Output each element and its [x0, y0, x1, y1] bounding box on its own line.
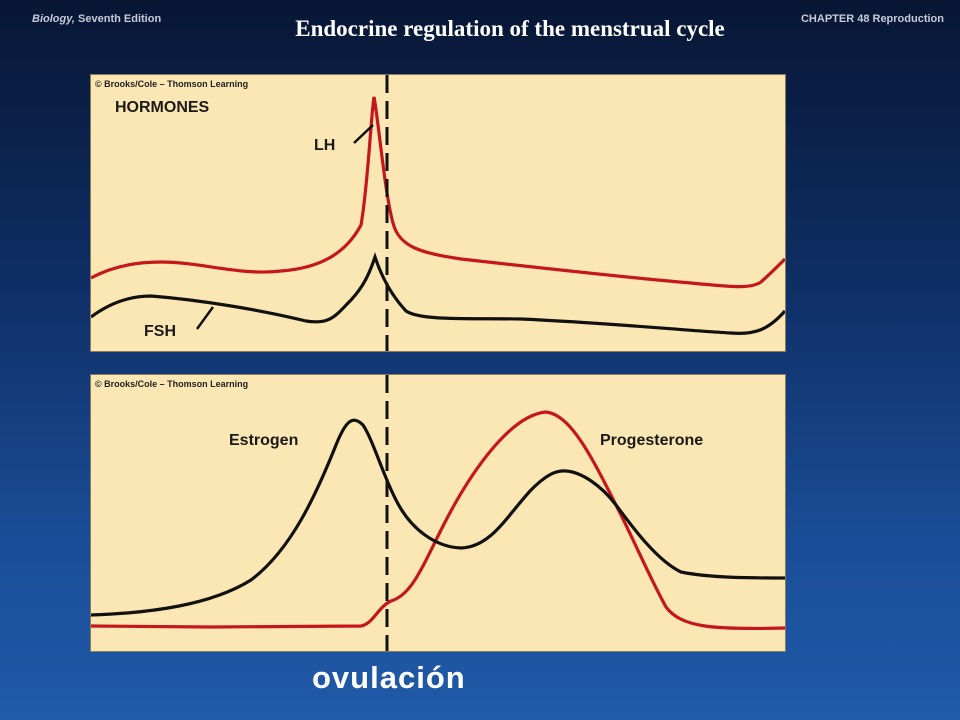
ovarian-hormones-plot: [91, 375, 785, 651]
hormones-panel: © Brooks/Cole – Thomson Learning HORMONE…: [90, 74, 786, 352]
fsh-leader-line: [195, 306, 215, 330]
ovulation-label: ovulación: [312, 660, 466, 695]
top-credit: © Brooks/Cole – Thomson Learning: [95, 79, 249, 89]
ovarian-hormones-panel: © Brooks/Cole – Thomson Learning Estroge…: [90, 374, 786, 652]
fsh-curve: [91, 251, 785, 335]
hormones-heading: HORMONES: [115, 99, 210, 116]
slide-title: Endocrine regulation of the menstrual cy…: [295, 16, 725, 41]
lh-label: LH: [314, 137, 336, 154]
lh-curve: [91, 96, 785, 289]
book-title: Biology, Seventh Edition: [32, 13, 161, 25]
estrogen-label: Estrogen: [229, 432, 299, 449]
progesterone-curve: [91, 410, 785, 631]
estrogen-curve: [91, 418, 785, 617]
fsh-label: FSH: [144, 323, 176, 340]
book-title-rest: Seventh Edition: [74, 13, 162, 25]
hormones-plot: [91, 75, 785, 351]
book-title-italic: Biology,: [32, 13, 75, 25]
bottom-credit: © Brooks/Cole – Thomson Learning: [95, 379, 249, 389]
lh-leader-line: [353, 124, 374, 144]
chapter-label: CHAPTER 48 Reproduction: [800, 13, 944, 25]
progesterone-label: Progesterone: [600, 432, 704, 449]
